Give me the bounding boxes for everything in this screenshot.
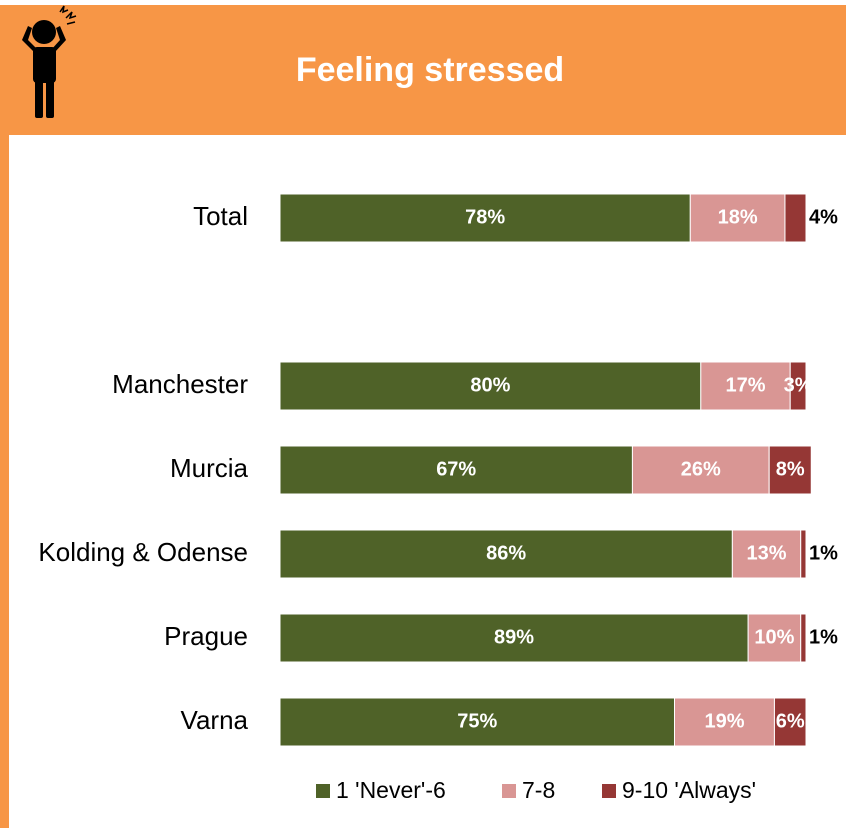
- data-label: 78%: [465, 206, 505, 228]
- data-label: 6%: [776, 710, 805, 732]
- bar-segment: [279, 445, 633, 495]
- data-label: 4%: [809, 206, 838, 228]
- bar-segment: [279, 361, 702, 411]
- bar-segment: [747, 613, 802, 663]
- legend-label: 1 'Never'-6: [336, 777, 446, 803]
- data-label: 19%: [704, 710, 744, 732]
- chart-title: Feeling stressed: [296, 51, 564, 89]
- category-label: Murcia: [170, 453, 249, 483]
- legend-label: 9-10 'Always': [622, 777, 756, 803]
- legend-swatch: [316, 784, 330, 798]
- category-label: Total: [193, 201, 248, 231]
- legend-label: 7-8: [522, 777, 555, 803]
- bar-segment: [279, 193, 691, 243]
- bar-segment: [279, 613, 749, 663]
- left-border: [0, 5, 9, 828]
- data-label: 3%: [784, 374, 813, 396]
- category-label: Kolding & Odense: [38, 537, 248, 567]
- data-label: 75%: [457, 710, 497, 732]
- data-label: 86%: [486, 542, 526, 564]
- category-label: Varna: [181, 705, 249, 735]
- data-label: 8%: [776, 458, 805, 480]
- legend-swatch: [502, 784, 516, 798]
- bar-segment: [700, 361, 791, 411]
- bar-segment: [689, 193, 786, 243]
- bar-segment: [800, 613, 807, 663]
- legend-swatch: [602, 784, 616, 798]
- data-label: 80%: [470, 374, 510, 396]
- data-label: 67%: [436, 458, 476, 480]
- bar-segment: [789, 361, 807, 411]
- bar-segment: [631, 445, 770, 495]
- bar-segment: [279, 697, 675, 747]
- bar-segment: [674, 697, 775, 747]
- data-label: 1%: [809, 542, 838, 564]
- data-label: 1%: [809, 626, 838, 648]
- data-label: 89%: [494, 626, 534, 648]
- category-label: Manchester: [112, 369, 248, 399]
- bar-segment: [800, 529, 807, 579]
- data-label: 17%: [725, 374, 765, 396]
- header-band: [5, 5, 846, 135]
- data-label: 18%: [718, 206, 758, 228]
- bar-segment: [784, 193, 807, 243]
- bar-segment: [773, 697, 807, 747]
- data-label: 26%: [681, 458, 721, 480]
- category-label: Prague: [164, 621, 248, 651]
- data-label: 10%: [754, 626, 794, 648]
- stress-icon: [22, 5, 77, 118]
- bar-segment: [279, 529, 733, 579]
- bar-segment: [731, 529, 802, 579]
- bar-segment: [768, 445, 812, 495]
- data-label: 13%: [747, 542, 787, 564]
